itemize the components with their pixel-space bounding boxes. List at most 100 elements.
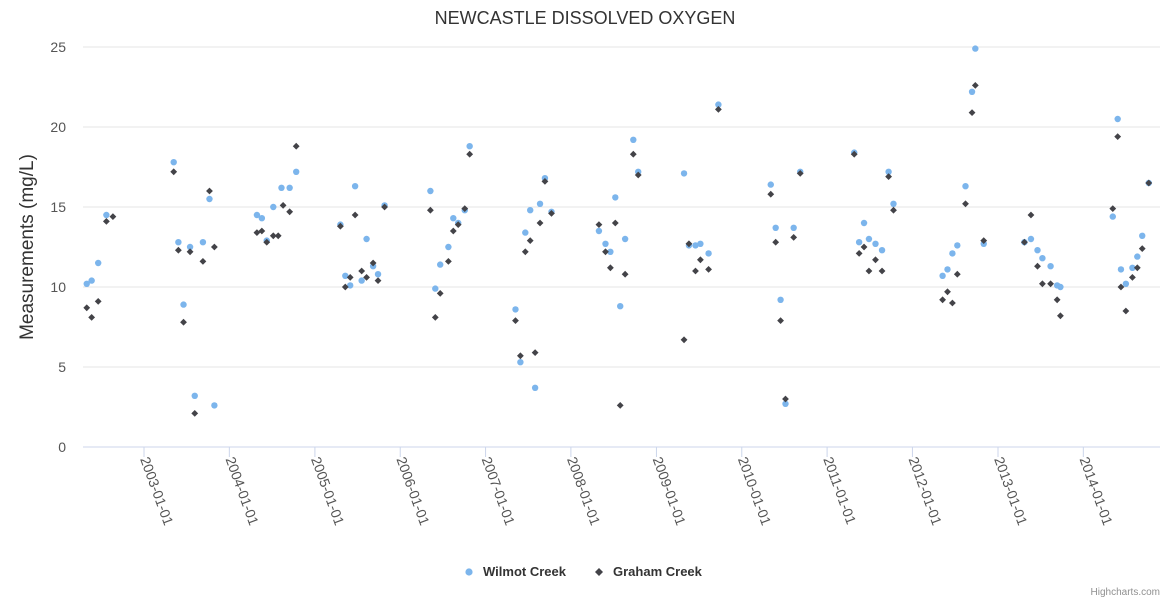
data-point-graham-creek[interactable] [606,264,614,272]
data-point-wilmot-creek[interactable] [94,259,102,267]
data-point-wilmot-creek[interactable] [88,277,95,284]
data-point-wilmot-creek[interactable] [777,296,784,303]
data-point-graham-creek[interactable] [454,221,462,228]
data-point-wilmot-creek[interactable] [258,215,266,222]
data-point-wilmot-creek[interactable] [939,272,946,279]
data-point-graham-creek[interactable] [531,349,539,356]
data-point-wilmot-creek[interactable] [445,243,452,251]
data-point-graham-creek[interactable] [1117,283,1125,291]
data-point-wilmot-creek[interactable] [865,235,873,243]
data-point-graham-creek[interactable] [279,202,287,209]
data-point-graham-creek[interactable] [692,267,699,275]
data-point-wilmot-creek[interactable] [630,136,637,143]
legend-item-graham-creek[interactable]: Graham Creek [595,564,703,579]
data-point-graham-creek[interactable] [374,277,382,284]
data-point-graham-creek[interactable] [206,187,213,195]
data-point-graham-creek[interactable] [358,267,366,275]
data-point-graham-creek[interactable] [860,243,868,251]
data-point-graham-creek[interactable] [210,243,218,251]
data-point-graham-creek[interactable] [949,299,956,307]
data-point-graham-creek[interactable] [548,210,555,217]
data-point-graham-creek[interactable] [426,206,434,214]
data-point-wilmot-creek[interactable] [351,183,359,190]
data-point-graham-creek[interactable] [777,317,784,324]
data-point-wilmot-creek[interactable] [715,101,722,108]
data-point-wilmot-creek[interactable] [253,211,261,219]
data-point-wilmot-creek[interactable] [437,261,444,268]
data-point-graham-creek[interactable] [705,266,712,273]
data-point-graham-creek[interactable] [953,270,961,278]
data-point-wilmot-creek[interactable] [199,239,207,246]
data-point-graham-creek[interactable] [1114,133,1122,140]
data-point-wilmot-creek[interactable] [617,303,624,310]
data-point-wilmot-creek[interactable] [450,215,457,222]
data-point-graham-creek[interactable] [968,109,976,116]
data-point-graham-creek[interactable] [186,248,194,256]
data-point-wilmot-creek[interactable] [270,203,277,211]
data-point-graham-creek[interactable] [1053,296,1061,304]
data-point-graham-creek[interactable] [939,296,946,304]
data-point-wilmot-creek[interactable] [1129,264,1136,271]
data-point-graham-creek[interactable] [685,240,693,248]
data-point-wilmot-creek[interactable] [363,235,370,243]
data-point-wilmot-creek[interactable] [206,195,213,203]
data-point-wilmot-creek[interactable] [527,207,534,214]
data-point-wilmot-creek[interactable] [1027,235,1035,243]
data-point-graham-creek[interactable] [258,227,266,235]
data-point-graham-creek[interactable] [885,173,892,180]
data-point-graham-creek[interactable] [180,318,187,326]
data-point-wilmot-creek[interactable] [607,248,614,255]
data-point-graham-creek[interactable] [521,248,529,256]
data-point-wilmot-creek[interactable] [293,168,300,175]
data-point-graham-creek[interactable] [369,259,377,267]
data-point-wilmot-creek[interactable] [972,45,979,52]
data-point-graham-creek[interactable] [449,227,457,235]
data-point-wilmot-creek[interactable] [782,400,789,407]
data-point-wilmot-creek[interactable] [191,392,198,399]
data-point-graham-creek[interactable] [346,274,354,281]
data-point-graham-creek[interactable] [980,237,988,244]
data-point-wilmot-creek[interactable] [767,181,774,188]
data-point-wilmot-creek[interactable] [1122,280,1130,287]
data-point-wilmot-creek[interactable] [1109,213,1116,220]
data-point-graham-creek[interactable] [1021,238,1028,246]
data-point-graham-creek[interactable] [696,256,704,264]
data-point-wilmot-creek[interactable] [962,183,969,190]
data-point-graham-creek[interactable] [431,314,439,321]
data-point-graham-creek[interactable] [1047,280,1054,288]
data-point-graham-creek[interactable] [269,232,277,240]
data-point-graham-creek[interactable] [516,352,524,360]
data-point-wilmot-creek[interactable] [860,219,868,227]
data-point-graham-creek[interactable] [890,206,897,214]
data-point-graham-creek[interactable] [855,250,863,257]
data-point-wilmot-creek[interactable] [170,159,177,166]
data-point-graham-creek[interactable] [1057,312,1064,320]
data-point-graham-creek[interactable] [634,171,642,179]
data-point-wilmot-creek[interactable] [466,143,473,150]
data-point-wilmot-creek[interactable] [885,168,892,175]
data-point-wilmot-creek[interactable] [772,224,779,231]
data-point-graham-creek[interactable] [629,150,637,158]
data-point-graham-creek[interactable] [466,150,474,158]
data-point-graham-creek[interactable] [772,238,780,246]
data-point-graham-creek[interactable] [199,258,207,265]
data-point-wilmot-creek[interactable] [1117,266,1125,273]
data-point-graham-creek[interactable] [865,267,873,275]
data-point-graham-creek[interactable] [336,222,344,230]
data-point-wilmot-creek[interactable] [286,184,293,191]
data-point-graham-creek[interactable] [878,267,886,275]
data-point-wilmot-creek[interactable] [1047,263,1054,270]
data-point-graham-creek[interactable] [1138,245,1146,252]
data-point-graham-creek[interactable] [790,234,798,241]
data-point-graham-creek[interactable] [351,211,359,219]
data-point-wilmot-creek[interactable] [536,200,544,207]
data-point-wilmot-creek[interactable] [103,211,110,219]
data-point-graham-creek[interactable] [174,246,182,254]
data-point-graham-creek[interactable] [602,248,609,256]
data-point-graham-creek[interactable] [83,304,91,312]
data-point-graham-creek[interactable] [436,290,444,297]
data-point-wilmot-creek[interactable] [705,250,712,257]
data-point-graham-creek[interactable] [536,219,544,227]
data-point-wilmot-creek[interactable] [602,240,609,247]
data-point-wilmot-creek[interactable] [949,250,956,257]
